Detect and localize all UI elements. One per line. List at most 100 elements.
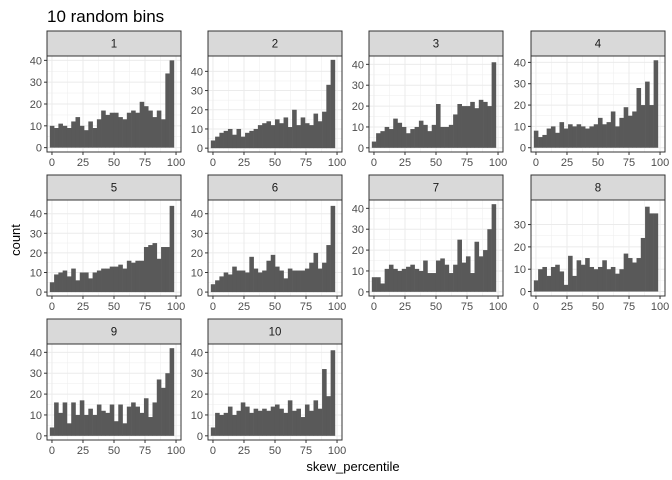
histogram-bar — [623, 107, 629, 148]
histogram-bar — [597, 266, 603, 292]
histogram-bar — [139, 260, 145, 293]
y-tick-label: 30 — [191, 228, 203, 240]
x-tick-label: 0 — [49, 301, 55, 313]
histogram-bar — [491, 204, 497, 292]
y-tick-label: 0 — [197, 143, 203, 155]
histogram-bar — [135, 260, 140, 293]
histogram-bar — [292, 410, 297, 436]
histogram-bar — [453, 114, 458, 148]
y-tick-label: 0 — [520, 287, 526, 299]
histogram-bar — [589, 266, 595, 292]
histogram-bar — [148, 417, 153, 436]
histogram-bar — [317, 121, 323, 149]
histogram-bar — [96, 404, 102, 436]
histogram-bar — [619, 269, 624, 292]
histogram-bar — [627, 115, 633, 148]
histogram-bar — [393, 118, 398, 148]
histogram-bar — [435, 260, 441, 292]
y-tick-label: 40 — [30, 209, 42, 221]
strip-label: 3 — [433, 39, 439, 51]
x-tick-label: 25 — [238, 445, 250, 457]
strip-label: 5 — [111, 183, 117, 195]
y-tick-label: 40 — [30, 55, 42, 67]
histogram-bar — [632, 111, 637, 148]
histogram-bar — [448, 273, 454, 292]
histogram-bar — [270, 254, 276, 293]
histogram-bar — [568, 255, 573, 292]
histogram-bar — [542, 134, 547, 148]
histogram-bar — [649, 213, 654, 292]
x-tick-label: 100 — [167, 445, 185, 457]
x-tick-label: 75 — [300, 157, 312, 169]
histogram-bar — [240, 270, 246, 293]
histogram-bar — [470, 273, 475, 292]
x-tick-label: 100 — [167, 157, 185, 169]
y-tick-label: 0 — [36, 143, 42, 155]
histogram-bar — [105, 268, 111, 293]
x-tick-label: 50 — [269, 445, 281, 457]
histogram-bar — [54, 402, 59, 436]
histogram-bar — [215, 136, 220, 149]
histogram-bar — [257, 125, 263, 149]
histogram-bar — [580, 126, 586, 148]
histogram-bar — [156, 258, 162, 293]
histogram-bar — [632, 262, 637, 292]
histogram-bar — [71, 402, 76, 436]
histogram-bar — [640, 105, 646, 148]
y-tick-label: 30 — [191, 86, 203, 98]
panel-9: 9 0 10 20 30 40 0 25 50 75 100 — [30, 318, 185, 457]
histogram-bar — [58, 272, 63, 293]
x-tick-label: 25 — [238, 301, 250, 313]
histogram-bar — [589, 126, 595, 148]
y-tick-label: 20 — [191, 389, 203, 401]
histogram-bar — [109, 266, 115, 293]
histogram-bar — [262, 408, 267, 436]
y-tick-label: 20 — [30, 99, 42, 111]
x-tick-label: 25 — [77, 157, 89, 169]
histogram-bar — [249, 412, 254, 436]
histogram-bar — [550, 266, 556, 292]
histogram-bar — [88, 278, 93, 293]
x-tick-label: 100 — [167, 301, 185, 313]
histogram-bar — [478, 99, 484, 148]
histogram-bar — [572, 126, 577, 148]
histogram-bar — [283, 278, 289, 293]
histogram-bar — [555, 264, 560, 292]
histogram-bar — [245, 272, 250, 293]
histogram-bar — [92, 272, 98, 293]
histogram-bar — [649, 105, 654, 148]
histogram-bar — [585, 128, 590, 148]
histogram-bar — [126, 406, 132, 436]
histogram-bar — [266, 260, 272, 293]
histogram-bar — [287, 400, 293, 436]
histogram-bar — [262, 270, 267, 293]
histogram-bar — [139, 101, 145, 148]
histogram-bar — [533, 280, 539, 292]
histogram-bar — [249, 256, 254, 293]
histogram-bar — [401, 126, 407, 148]
histogram-bar — [483, 250, 488, 292]
x-tick-label: 75 — [461, 301, 473, 313]
y-tick-label: 40 — [352, 203, 364, 215]
x-tick-label: 50 — [430, 301, 442, 313]
x-tick-label: 75 — [623, 301, 635, 313]
histogram-bar — [118, 404, 123, 436]
histogram-bar — [96, 270, 102, 293]
histogram-bar — [423, 260, 428, 292]
x-tick-label: 0 — [533, 157, 539, 169]
x-tick-label: 100 — [489, 157, 507, 169]
histogram-bar — [253, 128, 259, 149]
y-tick-label: 0 — [358, 143, 364, 155]
histogram-bar — [92, 414, 98, 436]
y-tick-label: 20 — [30, 248, 42, 260]
chart-title: 10 random bins — [47, 7, 164, 26]
histogram-bar — [538, 269, 543, 292]
panel-6: 6 0 10 20 30 40 0 25 50 75 100 — [191, 174, 346, 313]
histogram-bar — [457, 104, 462, 148]
histogram-bar — [161, 387, 166, 436]
histogram-bar — [572, 275, 577, 292]
histogram-bar — [559, 122, 565, 148]
histogram-bar — [304, 123, 310, 149]
histogram-bar — [156, 110, 162, 148]
